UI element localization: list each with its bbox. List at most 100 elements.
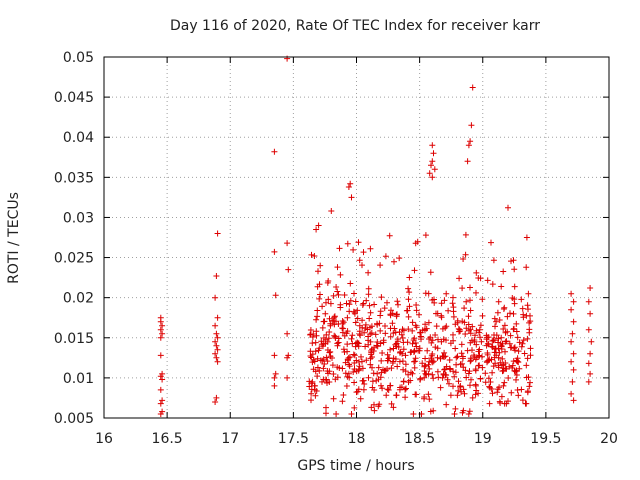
data-point bbox=[326, 315, 333, 322]
data-point bbox=[498, 393, 505, 400]
data-point bbox=[429, 337, 436, 344]
x-tick-label: 17.5 bbox=[278, 431, 309, 447]
data-point bbox=[351, 404, 358, 411]
data-point bbox=[457, 383, 464, 389]
data-point bbox=[525, 374, 532, 381]
data-point bbox=[157, 386, 164, 393]
data-point bbox=[354, 315, 361, 322]
data-point bbox=[328, 208, 335, 214]
data-point bbox=[350, 246, 357, 253]
data-point bbox=[513, 320, 520, 327]
x-tick-label: 16 bbox=[95, 431, 113, 447]
data-point bbox=[527, 345, 534, 352]
data-point bbox=[524, 335, 531, 342]
data-point bbox=[399, 335, 406, 341]
data-point bbox=[430, 150, 437, 157]
data-point bbox=[157, 373, 164, 380]
data-point bbox=[308, 354, 315, 361]
data-point bbox=[432, 344, 439, 351]
data-point bbox=[356, 328, 363, 335]
data-point bbox=[332, 333, 339, 340]
data-point bbox=[399, 326, 406, 333]
data-point bbox=[159, 330, 166, 337]
data-point bbox=[453, 354, 460, 361]
data-point bbox=[518, 296, 525, 303]
data-point bbox=[435, 336, 441, 343]
data-point bbox=[460, 364, 467, 371]
data-point bbox=[511, 345, 517, 352]
data-point bbox=[352, 298, 359, 305]
data-point bbox=[400, 346, 407, 353]
data-point bbox=[450, 383, 456, 390]
data-point bbox=[570, 366, 577, 373]
data-point bbox=[311, 382, 318, 389]
data-point bbox=[570, 298, 577, 305]
data-point bbox=[212, 338, 219, 345]
data-point bbox=[271, 148, 278, 155]
data-point bbox=[413, 302, 420, 308]
data-point bbox=[454, 319, 461, 326]
data-point bbox=[365, 269, 372, 276]
data-point bbox=[326, 329, 333, 335]
data-point bbox=[387, 333, 394, 340]
data-point bbox=[478, 338, 485, 345]
x-tick-label: 19 bbox=[474, 431, 492, 447]
data-point bbox=[213, 330, 220, 337]
data-point bbox=[377, 327, 384, 334]
data-point bbox=[340, 319, 347, 326]
data-point bbox=[327, 348, 334, 355]
data-point bbox=[355, 343, 362, 350]
data-point bbox=[496, 317, 503, 323]
data-point bbox=[369, 354, 375, 360]
data-point bbox=[518, 343, 525, 350]
data-point bbox=[362, 325, 369, 332]
data-point bbox=[331, 332, 338, 339]
data-point bbox=[390, 358, 396, 365]
data-point bbox=[157, 352, 164, 359]
data-point bbox=[507, 310, 513, 317]
data-point bbox=[213, 354, 220, 361]
data-point bbox=[511, 367, 518, 374]
data-point bbox=[570, 318, 577, 325]
data-point bbox=[325, 296, 332, 303]
data-point bbox=[314, 313, 321, 320]
data-point bbox=[321, 361, 328, 367]
data-point bbox=[405, 326, 412, 333]
data-point bbox=[314, 364, 321, 371]
data-point bbox=[502, 329, 509, 336]
data-point bbox=[399, 350, 406, 357]
data-point bbox=[523, 362, 530, 369]
data-point bbox=[451, 373, 458, 380]
data-point bbox=[428, 339, 435, 346]
data-point bbox=[384, 366, 391, 372]
data-point bbox=[458, 341, 465, 348]
data-point bbox=[428, 352, 435, 359]
data-point bbox=[360, 300, 367, 307]
data-point bbox=[494, 389, 501, 396]
data-point bbox=[385, 387, 392, 393]
data-point bbox=[359, 377, 366, 384]
data-point bbox=[320, 365, 327, 372]
data-point bbox=[306, 378, 313, 385]
data-point bbox=[416, 345, 423, 352]
x-tick-label: 17 bbox=[221, 431, 239, 447]
data-point bbox=[443, 290, 450, 297]
data-point bbox=[441, 354, 448, 360]
data-point bbox=[335, 321, 342, 327]
data-point bbox=[331, 313, 338, 320]
data-point bbox=[375, 376, 382, 383]
data-point bbox=[426, 365, 433, 372]
data-point bbox=[313, 332, 320, 339]
y-tick-label: 0.02 bbox=[63, 291, 94, 307]
data-point bbox=[429, 142, 436, 149]
data-point bbox=[374, 370, 381, 377]
data-point bbox=[367, 309, 374, 316]
data-point bbox=[423, 371, 430, 378]
y-tick-label: 0.04 bbox=[63, 130, 94, 146]
data-point bbox=[515, 359, 522, 366]
data-point bbox=[330, 318, 337, 324]
data-point bbox=[519, 305, 526, 312]
data-point bbox=[410, 411, 417, 417]
data-point bbox=[324, 380, 330, 386]
data-point bbox=[494, 309, 501, 316]
